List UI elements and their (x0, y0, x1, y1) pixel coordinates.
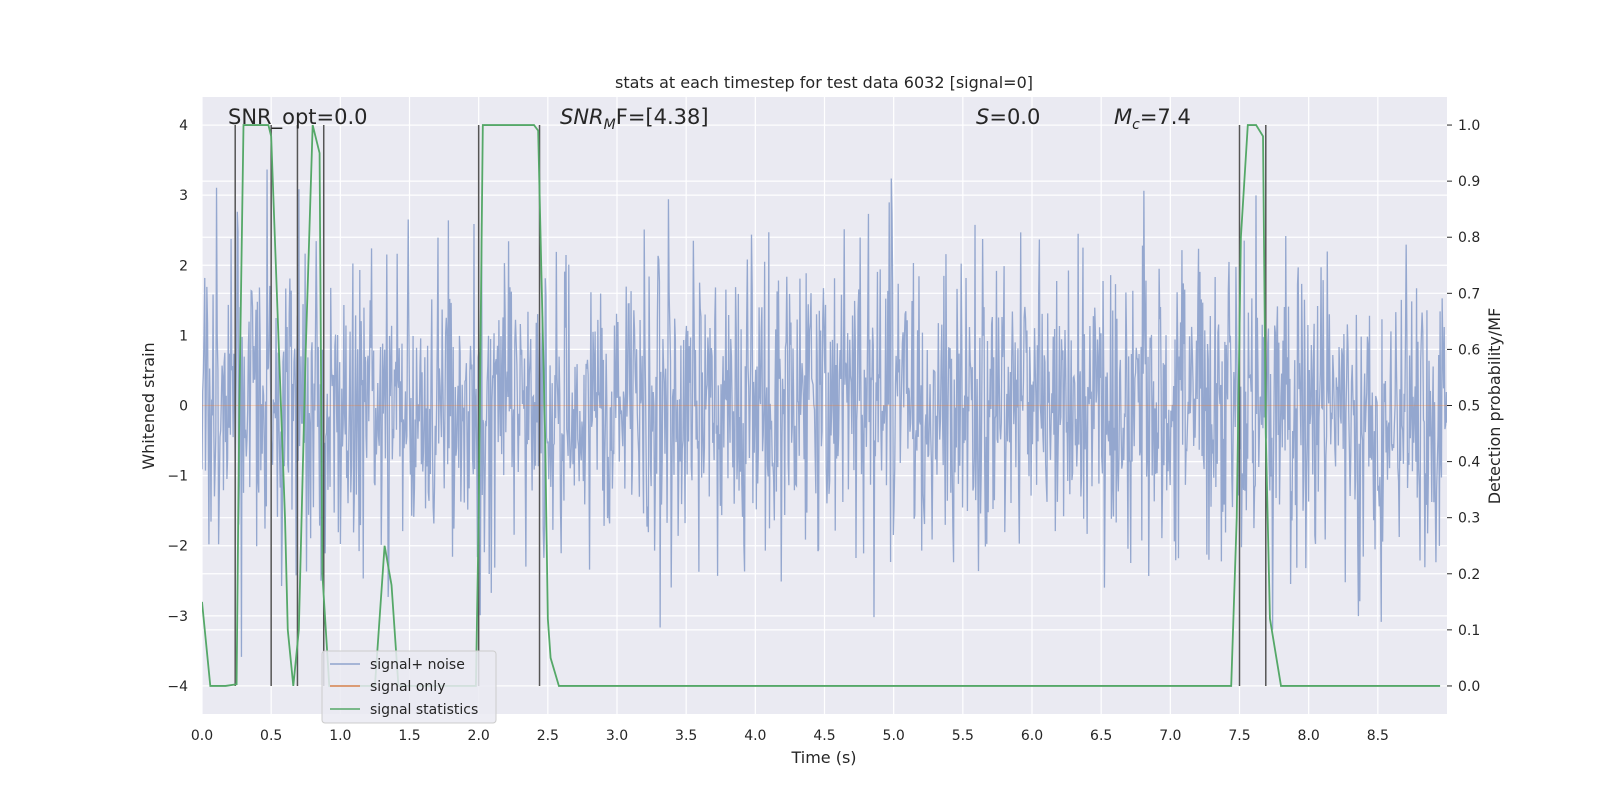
y2-tick-label: 0.0 (1458, 679, 1480, 695)
y2-tick-label: 0.2 (1458, 567, 1480, 583)
y2-tick-label: 0.8 (1458, 230, 1480, 246)
x-tick-label: 8.5 (1367, 728, 1389, 744)
x-tick-label: 0.5 (260, 728, 282, 744)
annotation-s-main: S (976, 105, 989, 129)
y2-tick-label: 1.0 (1458, 118, 1480, 134)
annotation-s: S=0.0 (976, 105, 1040, 129)
x-tick-label: 2.5 (537, 728, 559, 744)
y-tick-label: 0 (179, 399, 188, 415)
legend-label-signal-noise: signal+ noise (370, 657, 465, 673)
x-tick-label: 1.0 (329, 728, 351, 744)
x-tick-label: 6.0 (1021, 728, 1043, 744)
y2-tick-label: 0.4 (1458, 455, 1480, 471)
y-tick-label: −2 (167, 539, 188, 555)
x-tick-label: 3.5 (675, 728, 697, 744)
legend: signal+ noise signal only signal statist… (321, 650, 497, 724)
x-tick-label: 1.5 (398, 728, 420, 744)
annotation-snr-mf-sub: M (604, 117, 616, 133)
x-axis-label: Time (s) (790, 748, 856, 767)
chart-title: stats at each timestep for test data 603… (615, 73, 1033, 92)
annotation-snr-opt: SNR_opt=0.0 (228, 105, 368, 130)
legend-label-signal-only: signal only (370, 679, 445, 695)
x-tick-label: 2.0 (468, 728, 490, 744)
annotation-snr-mf-main: SNR (560, 105, 604, 129)
x-tick-label: 5.5 (952, 728, 974, 744)
annotation-snr-mf: SNRMF=[4.38] (560, 105, 709, 133)
y-axis-label: Whitened strain (139, 342, 158, 469)
x-axis-ticks: 0.0 0.5 1.0 1.5 2.0 2.5 3.0 3.5 4.0 4.5 5.0 5.5 6.0 6… (191, 728, 1389, 744)
y-tick-label: −4 (167, 679, 188, 695)
x-tick-label: 4.0 (744, 728, 766, 744)
y2-axis-ticks: 1.0 0.9 0.8 0.7 0.6 0.5 0.4 0.3 0.2 0.1 0.0 (1447, 118, 1480, 695)
y-tick-label: 1 (179, 328, 188, 344)
x-tick-label: 8.0 (1298, 728, 1320, 744)
y2-tick-label: 0.3 (1458, 511, 1480, 527)
legend-box (321, 650, 497, 724)
y2-axis-label: Detection probability/MF (1485, 308, 1504, 505)
y-tick-label: 2 (179, 258, 188, 274)
x-tick-label: 4.5 (813, 728, 835, 744)
y-tick-label: 3 (179, 188, 188, 204)
x-tick-label: 7.5 (1228, 728, 1250, 744)
x-tick-label: 6.5 (1090, 728, 1112, 744)
y-axis-ticks: 4 3 2 1 0 −1 −2 −3 −4 (167, 118, 188, 695)
y-tick-label: −1 (167, 469, 188, 485)
y2-tick-label: 0.7 (1458, 286, 1480, 302)
annotation-mc-main: M (1114, 105, 1132, 129)
annotation-mc-tail: =7.4 (1140, 105, 1191, 129)
y2-tick-label: 0.9 (1458, 174, 1480, 190)
annotation-s-tail: =0.0 (989, 105, 1040, 129)
annotation-mc: Mc=7.4 (1114, 105, 1191, 133)
x-tick-label: 3.0 (606, 728, 628, 744)
y2-tick-label: 0.1 (1458, 623, 1480, 639)
y2-tick-label: 0.6 (1458, 342, 1480, 358)
x-tick-label: 5.0 (883, 728, 905, 744)
y-tick-label: 4 (179, 118, 188, 134)
x-tick-label: 0.0 (191, 728, 213, 744)
legend-label-signal-statistics: signal statistics (370, 702, 478, 718)
y-tick-label: −3 (167, 609, 188, 625)
annotation-mc-sub: c (1132, 117, 1140, 133)
annotation-snr-mf-tail: F=[4.38] (616, 105, 709, 129)
y2-tick-label: 0.5 (1458, 399, 1480, 415)
x-tick-label: 7.0 (1159, 728, 1181, 744)
